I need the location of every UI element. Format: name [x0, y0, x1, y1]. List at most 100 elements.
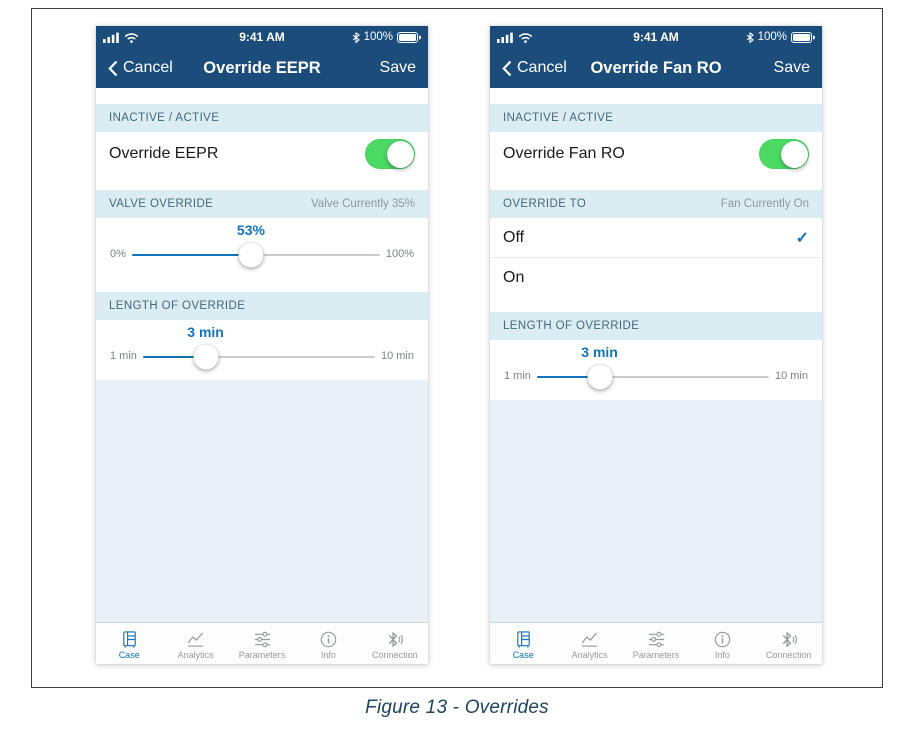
content-area: INACTIVE / ACTIVE Override Fan RO OVERRI… — [490, 88, 822, 664]
slider-track-fill — [142, 356, 206, 358]
tab-label: Analytics — [177, 649, 214, 660]
tab-analytics[interactable]: Analytics — [162, 623, 228, 664]
slider-track-line — [536, 376, 769, 378]
tab-info[interactable]: Info — [295, 623, 361, 664]
length-slider-knob[interactable] — [587, 364, 613, 390]
valve-slider-value: 53% — [236, 222, 265, 238]
section-header-inactive-active: INACTIVE / ACTIVE — [96, 104, 428, 132]
cancel-label: Cancel — [123, 59, 173, 76]
case-icon — [122, 630, 136, 648]
fan-current-status: Fan Currently On — [720, 198, 809, 210]
tab-case[interactable]: Case — [490, 623, 556, 664]
section-header-override-to: OVERRIDE TO Fan Currently On — [490, 190, 822, 218]
info-icon — [714, 631, 731, 647]
valve-slider-track[interactable]: 53% — [131, 220, 380, 268]
bluetooth-connection-icon — [389, 631, 404, 647]
tab-bar: Case Analytics Paramet — [96, 622, 428, 664]
slider-max-label: 10 min — [380, 350, 414, 362]
valve-current-status: Valve Currently 35% — [311, 198, 415, 210]
override-toggle-label: Override Fan RO — [503, 145, 625, 162]
valve-slider-knob[interactable] — [238, 242, 264, 268]
section-header-label: INACTIVE / ACTIVE — [503, 112, 614, 124]
content-area: INACTIVE / ACTIVE Override EEPR VALVE OV… — [96, 88, 428, 664]
toggle-knob — [780, 140, 808, 168]
section-header-length-of-override: LENGTH OF OVERRIDE — [96, 292, 428, 320]
section-header-valve-override: VALVE OVERRIDE Valve Currently 35% — [96, 190, 428, 218]
status-bar-right: 100% — [719, 31, 815, 43]
bluetooth-connection-icon — [783, 631, 798, 647]
page-title: Override EEPR — [203, 58, 321, 77]
nav-bar: Cancel Override Fan RO Save — [490, 48, 822, 88]
tab-case[interactable]: Case — [96, 623, 162, 664]
cellular-signal-icon — [497, 32, 513, 43]
status-time: 9:41 AM — [239, 30, 285, 44]
tab-label: Info — [320, 649, 336, 660]
parameters-icon — [648, 631, 664, 647]
tab-label: Parameters — [238, 649, 286, 660]
option-row-off[interactable]: Off ✓ — [490, 218, 822, 258]
tab-parameters[interactable]: Parameters — [623, 623, 689, 664]
bluetooth-status-icon — [352, 31, 360, 43]
section-header-label: LENGTH OF OVERRIDE — [109, 300, 246, 312]
slider-min-label: 1 min — [110, 350, 137, 362]
tab-label: Parameters — [632, 649, 680, 660]
checkmark-icon: ✓ — [795, 229, 809, 247]
section-header-length-of-override: LENGTH OF OVERRIDE — [490, 312, 822, 340]
info-icon — [320, 631, 337, 647]
slider-max-label: 100% — [385, 248, 414, 260]
option-row-on[interactable]: On — [490, 258, 822, 298]
length-slider-knob[interactable] — [193, 344, 219, 370]
save-button[interactable]: Save — [773, 59, 810, 76]
analytics-icon — [581, 631, 598, 647]
cancel-button[interactable]: Cancel — [108, 59, 173, 77]
cancel-label: Cancel — [517, 59, 567, 76]
nav-bar: Cancel Override EEPR Save — [96, 48, 428, 88]
battery-icon — [791, 31, 815, 43]
length-slider-track[interactable]: 3 min — [142, 322, 375, 370]
figure-border: 9:41 AM 100% Cancel Override E — [31, 8, 883, 688]
battery-percent: 100% — [757, 31, 787, 43]
battery-icon — [397, 31, 421, 43]
slider-max-label: 10 min — [774, 370, 808, 382]
override-fan-ro-toggle[interactable] — [759, 139, 809, 169]
phone-screenshot-override-fan-ro: 9:41 AM 100% Cancel Override F — [490, 26, 822, 664]
length-slider-value: 3 min — [187, 324, 224, 340]
tab-connection[interactable]: Connection — [756, 623, 822, 664]
tab-parameters[interactable]: Parameters — [229, 623, 295, 664]
status-bar-right: 100% — [325, 31, 421, 43]
tab-analytics[interactable]: Analytics — [556, 623, 622, 664]
page-title: Override Fan RO — [590, 58, 722, 77]
wifi-icon — [518, 32, 533, 43]
tab-info[interactable]: Info — [689, 623, 755, 664]
tab-label: Info — [714, 649, 730, 660]
section-header-label: LENGTH OF OVERRIDE — [503, 320, 640, 332]
section-header-label: VALVE OVERRIDE — [109, 198, 214, 210]
override-eepr-toggle[interactable] — [365, 139, 415, 169]
tab-label: Connection — [372, 649, 418, 660]
tab-connection[interactable]: Connection — [362, 623, 428, 664]
figure-caption: Figure 13 - Overrides — [365, 697, 549, 718]
parameters-icon — [254, 631, 270, 647]
save-button[interactable]: Save — [379, 59, 416, 76]
slider-min-label: 0% — [110, 248, 126, 260]
empty-content-area — [96, 380, 428, 622]
cancel-button[interactable]: Cancel — [502, 59, 567, 77]
case-icon — [516, 630, 530, 648]
tab-label: Case — [118, 649, 140, 660]
option-label: On — [503, 269, 525, 286]
override-toggle-row: Override EEPR — [96, 132, 428, 176]
tab-label: Case — [512, 649, 534, 660]
slider-min-label: 1 min — [504, 370, 531, 382]
status-time: 9:41 AM — [633, 30, 679, 44]
status-bar: 9:41 AM 100% — [96, 26, 428, 48]
section-header-label: INACTIVE / ACTIVE — [109, 112, 220, 124]
tab-label: Connection — [766, 649, 812, 660]
length-override-slider-block: 1 min 3 min 10 min — [490, 340, 822, 400]
phone-screenshot-override-eepr: 9:41 AM 100% Cancel Override E — [96, 26, 428, 664]
slider-track-fill — [536, 376, 600, 378]
section-header-label: OVERRIDE TO — [503, 198, 587, 210]
length-slider-track[interactable]: 3 min — [536, 342, 769, 390]
option-label: Off — [503, 228, 525, 246]
back-chevron-icon — [108, 60, 118, 76]
tab-label: Analytics — [571, 649, 608, 660]
